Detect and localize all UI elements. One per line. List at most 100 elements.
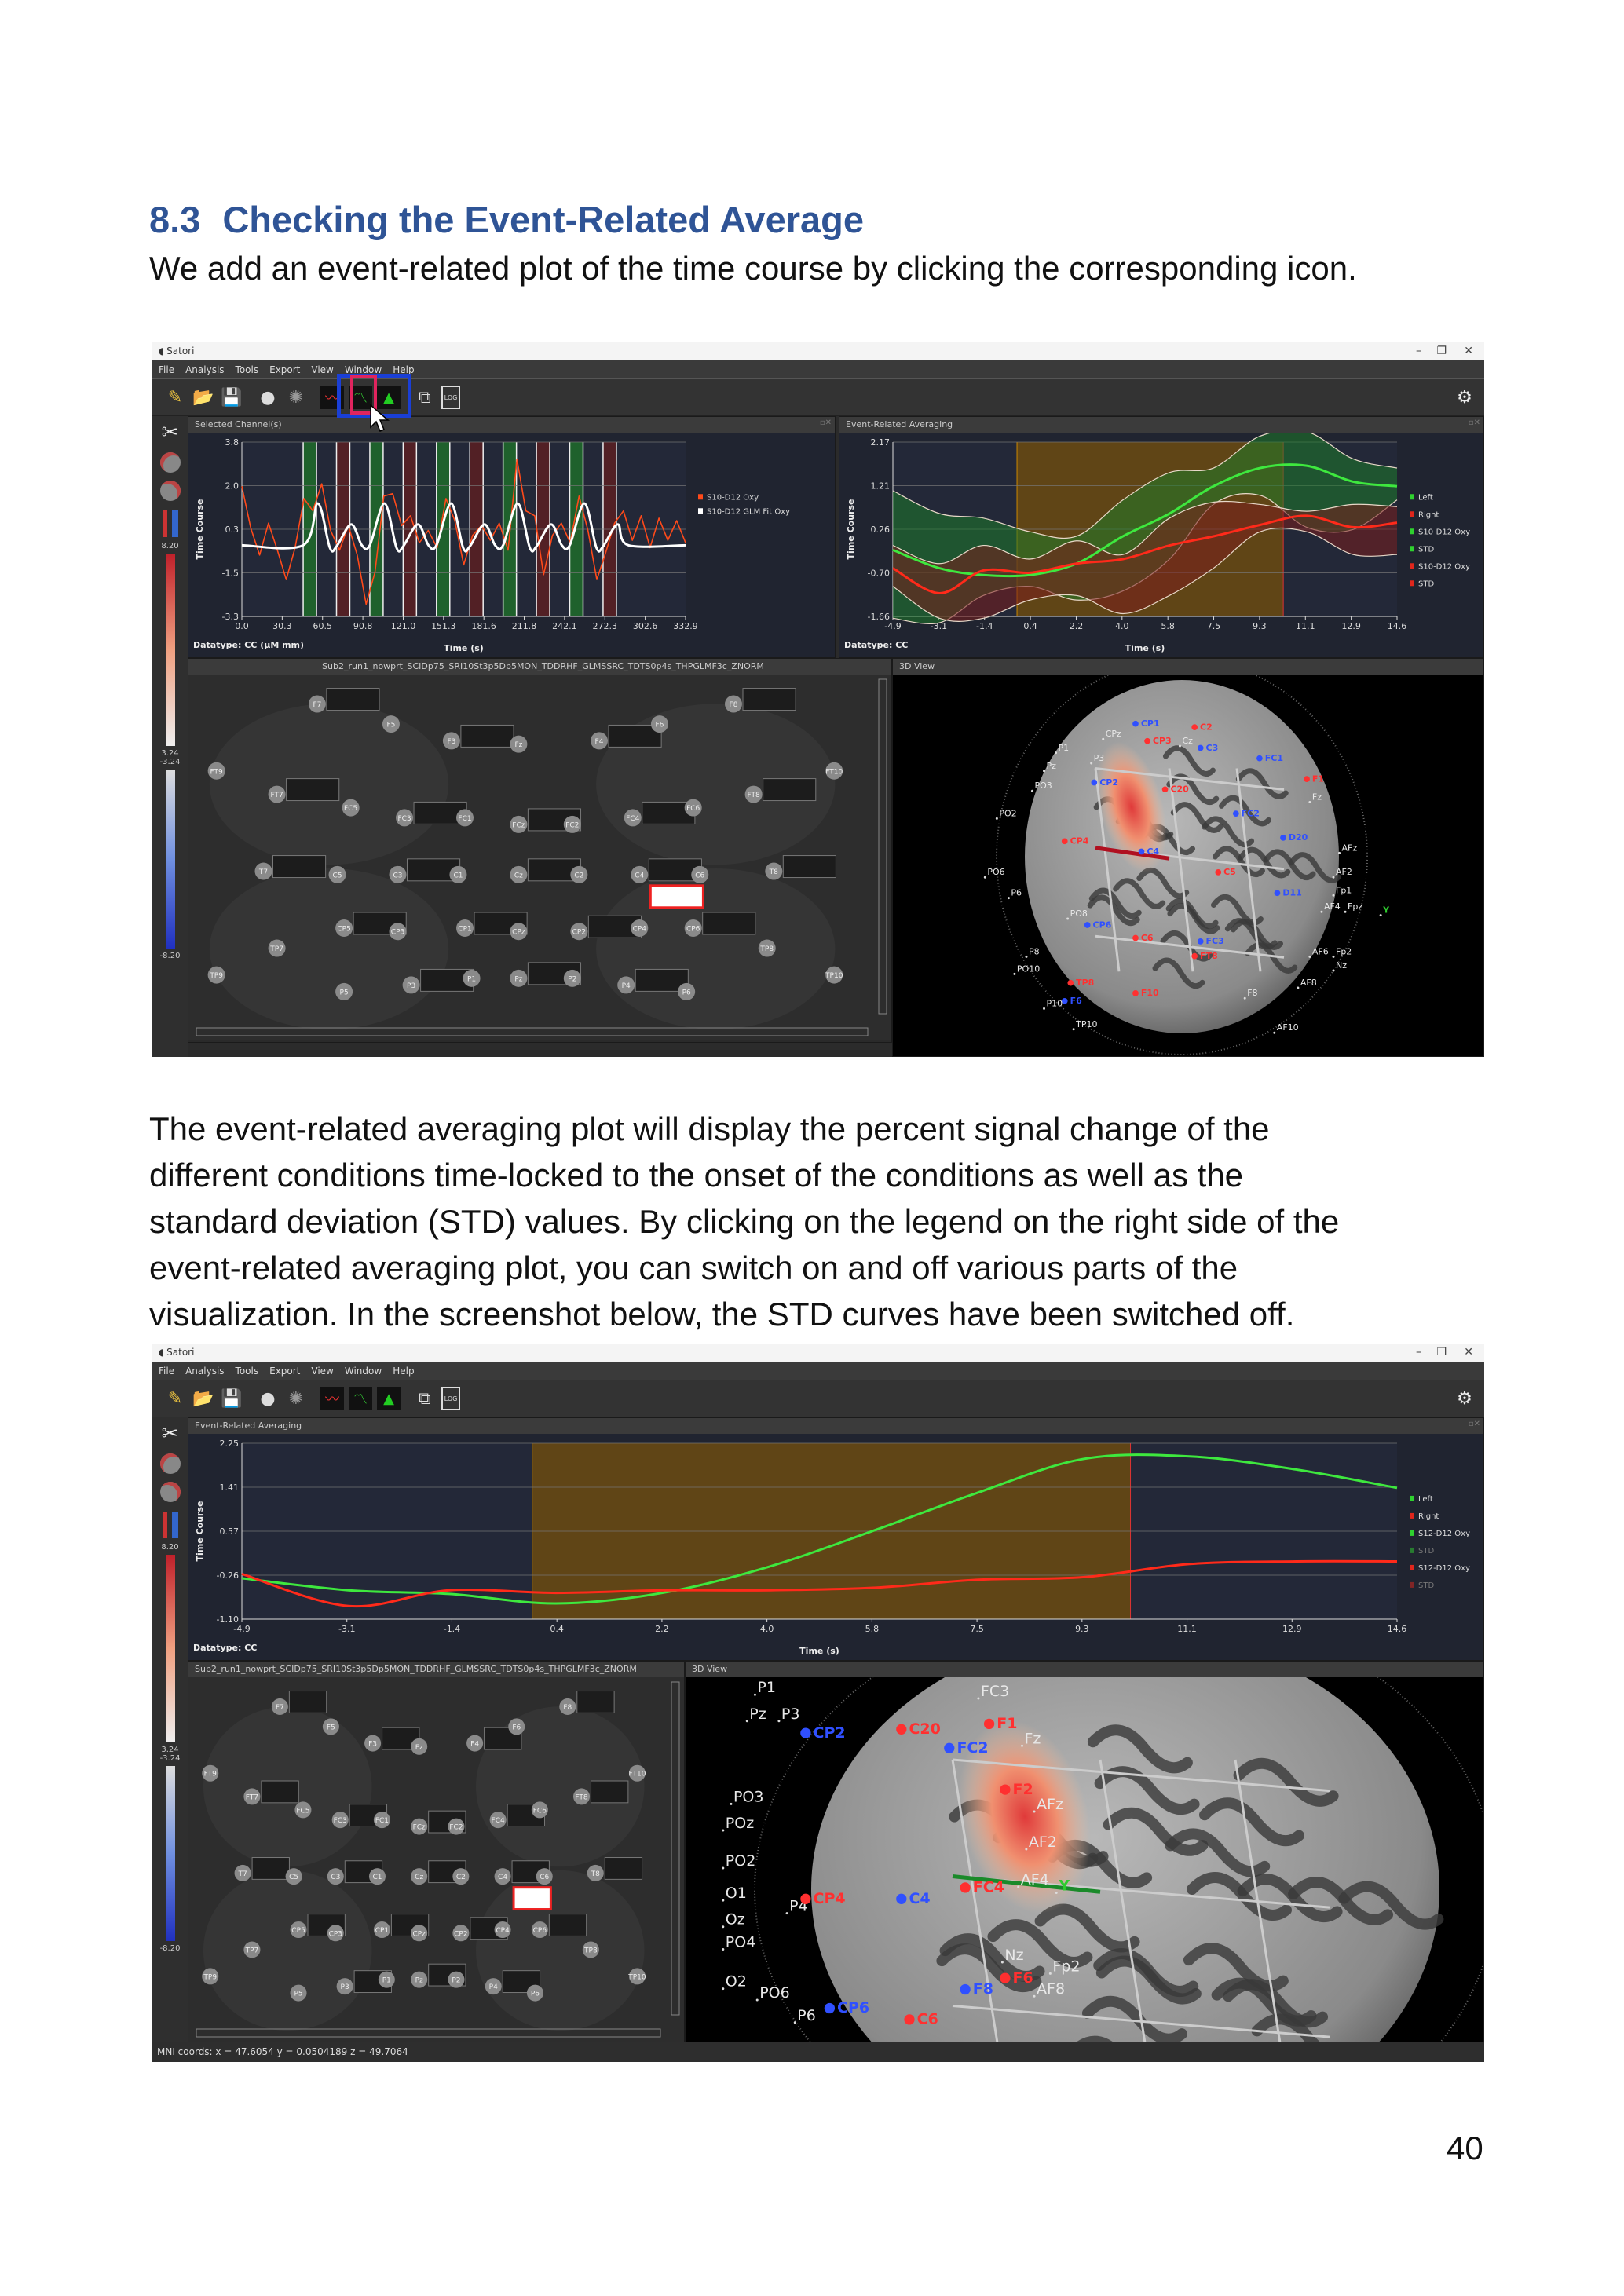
selected-channel-connection: [1095, 846, 1170, 861]
electrode-label: F7: [313, 701, 321, 709]
selected-channel-plot-icon[interactable]: 〰: [320, 1387, 344, 1410]
tools-icon[interactable]: ✂: [161, 421, 179, 444]
brain-label: P3: [1094, 753, 1105, 763]
brain-label: Pz: [1047, 761, 1057, 771]
electrode-point: [1273, 1031, 1276, 1034]
colorbar-icon[interactable]: [162, 1512, 178, 1538]
menu-bar: File Analysis Tools Export View Window Help: [152, 1362, 1484, 1380]
electrode-marker: [494, 1868, 511, 1885]
optode-marker: [1274, 890, 1281, 897]
brain-outline: [203, 1870, 372, 2031]
x-tick-label: -1.4: [444, 1624, 460, 1634]
electrode-point: [1066, 917, 1070, 920]
y-tick-label: -1.5: [222, 569, 239, 579]
brain-label: C5: [1223, 867, 1236, 877]
electrode-point: [1030, 789, 1033, 792]
brain-icon[interactable]: ✺: [288, 387, 304, 408]
panel-float-close-icon[interactable]: ▫✕: [1468, 1420, 1480, 1428]
vertical-scrollbar[interactable]: [878, 678, 887, 1015]
electrode-label: F8: [563, 1704, 572, 1712]
menu-view[interactable]: View: [311, 364, 334, 375]
brain-label: Y: [1058, 1877, 1070, 1895]
log-icon[interactable]: LOG: [441, 1387, 460, 1410]
layout-tree-icon[interactable]: ⧉: [419, 387, 431, 408]
body-line: different conditions time-locked to the …: [149, 1157, 1244, 1194]
vertical-scrollbar[interactable]: [671, 1681, 680, 2016]
panel-float-close-icon[interactable]: ▫✕: [819, 419, 832, 427]
open-folder-icon[interactable]: 📂: [192, 387, 214, 408]
menu-file[interactable]: File: [159, 1366, 175, 1377]
tools-icon[interactable]: ✂: [161, 1422, 179, 1446]
brain-label: F1: [1312, 773, 1324, 784]
electrode-label: FC3: [334, 1817, 347, 1825]
brain-view-icon[interactable]: [159, 452, 181, 473]
sulcus: [1081, 1995, 1187, 2045]
optode-marker: [896, 1724, 907, 1735]
wand-icon[interactable]: ✎: [167, 387, 183, 408]
open-folder-icon[interactable]: 📂: [192, 1388, 214, 1409]
menu-window[interactable]: Window: [344, 1366, 382, 1377]
brain-icon[interactable]: ✺: [288, 1388, 304, 1409]
electrode-label: FT9: [204, 1771, 218, 1779]
optode-marker: [1084, 922, 1091, 928]
menu-tools[interactable]: Tools: [235, 1366, 259, 1377]
menu-file[interactable]: File: [159, 364, 175, 375]
legend-item: S10-D12 Oxy: [707, 493, 759, 502]
brain-view-icon[interactable]: [159, 1482, 181, 1502]
electrode-marker: [825, 966, 843, 984]
sulcus: [1170, 802, 1223, 833]
legend-item: S10-D12 Oxy: [1418, 562, 1470, 571]
event-related-averaging-icon[interactable]: 〽: [349, 1387, 372, 1410]
horizontal-scrollbar[interactable]: [196, 1027, 869, 1036]
electrode-point: [1043, 1007, 1046, 1010]
minimize-button[interactable]: –: [1416, 1346, 1421, 1358]
close-button[interactable]: ✕: [1464, 1346, 1473, 1358]
glm-bars-icon[interactable]: ▲: [377, 386, 401, 409]
wand-icon[interactable]: ✎: [167, 1388, 183, 1409]
channel-map: F7 F5 F3 Fz F4 F6 F8 FT9 FT7 FC5 FC3 FC1 FCz FC2 FC4 FC…: [188, 675, 891, 1040]
layout-tree-icon[interactable]: ⧉: [419, 1388, 431, 1409]
head-icon[interactable]: ●: [260, 1388, 276, 1409]
legend-marker: [1410, 1581, 1414, 1588]
head-icon[interactable]: ●: [260, 387, 276, 408]
brain-label: P6: [797, 2007, 816, 2024]
menu-analysis[interactable]: Analysis: [185, 364, 225, 375]
minimize-button[interactable]: –: [1416, 345, 1421, 357]
menu-export[interactable]: Export: [269, 364, 301, 375]
panel-float-close-icon[interactable]: ▫✕: [1468, 419, 1480, 427]
electrode-label: C4: [498, 1874, 507, 1881]
log-icon[interactable]: LOG: [441, 386, 460, 409]
electrode-marker: [624, 809, 642, 827]
menu-analysis[interactable]: Analysis: [185, 1366, 225, 1377]
electrode-point: [995, 817, 998, 820]
brain-label: Fp2: [1052, 1958, 1080, 1975]
sulcus: [1219, 795, 1272, 827]
settings-gears-icon[interactable]: ⚙: [1457, 1388, 1472, 1409]
menu-export[interactable]: Export: [269, 1366, 301, 1377]
save-icon[interactable]: 💾: [221, 387, 243, 408]
glm-bars-icon[interactable]: ▲: [377, 1387, 401, 1410]
colorbar-max-label: 8.20: [161, 1543, 179, 1552]
menu-tools[interactable]: Tools: [235, 364, 259, 375]
electrode-label: C1: [372, 1874, 382, 1881]
restore-button[interactable]: ❐: [1436, 345, 1447, 357]
electrode-marker: [271, 1698, 288, 1715]
electrode-label: T8: [591, 1870, 600, 1878]
horizontal-scrollbar[interactable]: [196, 2028, 661, 2038]
menu-help[interactable]: Help: [393, 1366, 415, 1377]
menu-help[interactable]: Help: [393, 364, 415, 375]
close-button[interactable]: ✕: [1464, 345, 1473, 357]
settings-gears-icon[interactable]: ⚙: [1457, 387, 1472, 408]
channel-plot-box: [286, 778, 340, 802]
menu-view[interactable]: View: [311, 1366, 334, 1377]
colorbar-icon[interactable]: [162, 510, 178, 537]
save-icon[interactable]: 💾: [221, 1388, 243, 1409]
menu-window[interactable]: Window: [344, 364, 382, 375]
restore-button[interactable]: ❐: [1436, 1346, 1447, 1358]
electrode-label: FT8: [748, 792, 761, 799]
electrode-marker: [290, 1984, 307, 2002]
brain-view-icon[interactable]: [159, 481, 181, 501]
brain-view-icon[interactable]: [159, 1453, 181, 1474]
